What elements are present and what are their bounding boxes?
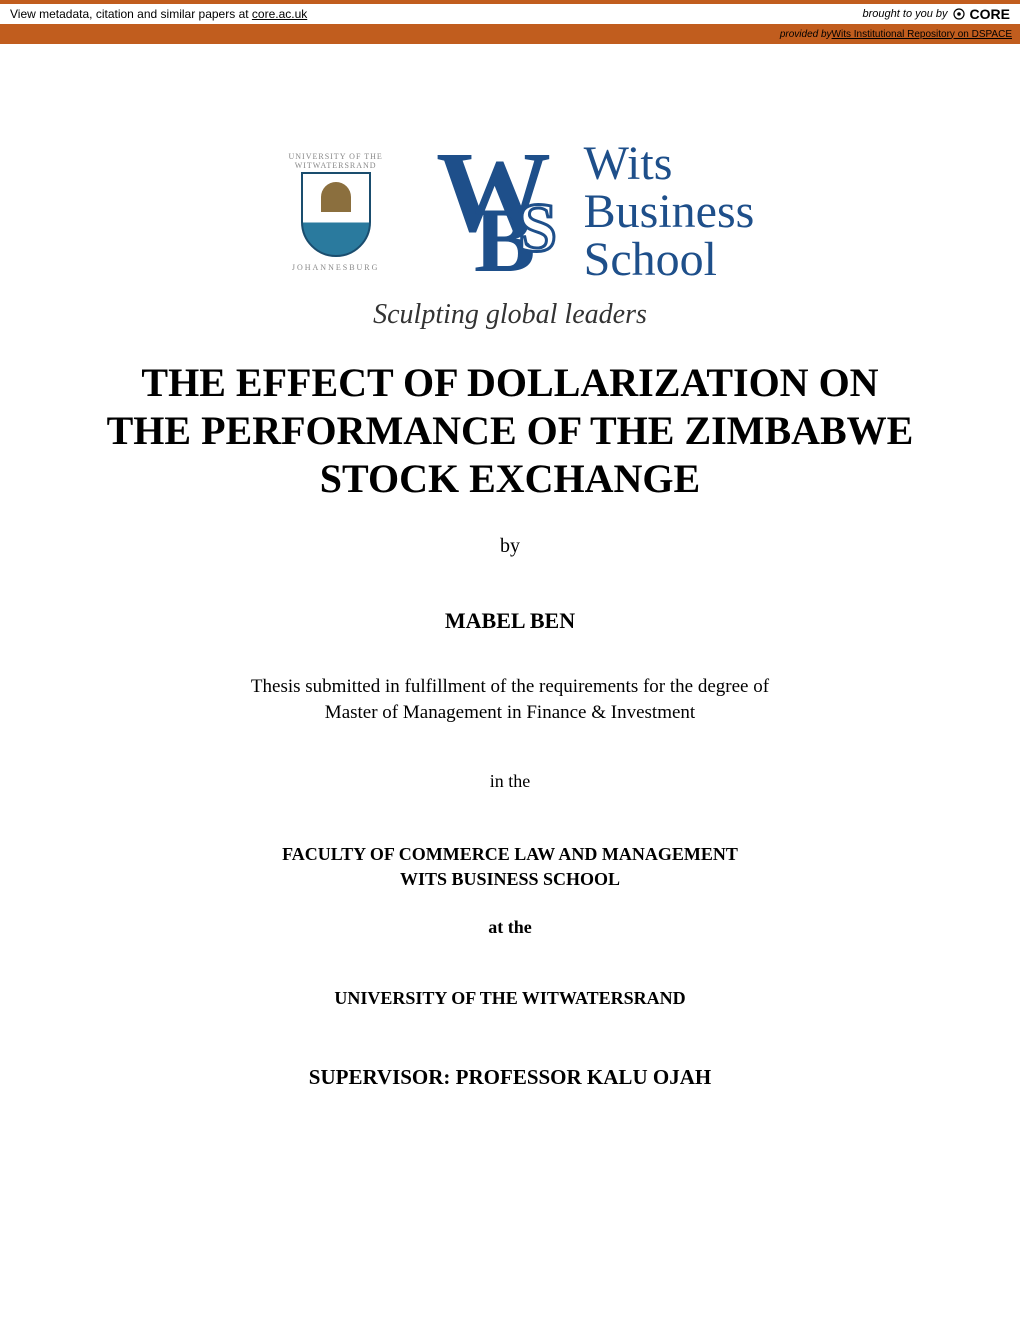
repository-link[interactable]: Wits Institutional Repository on DSPACE — [832, 29, 1012, 40]
banner-right-prefix: brought to you by — [863, 8, 948, 20]
core-icon — [952, 7, 966, 21]
at-the-label: at the — [100, 917, 920, 938]
wbs-line1: Wits — [584, 140, 755, 188]
provided-by-prefix: provided by — [780, 29, 832, 40]
in-the-label: in the — [100, 771, 920, 792]
banner-right: brought to you by CORE — [863, 6, 1010, 22]
thesis-description: Thesis submitted in fulfillment of the r… — [100, 674, 920, 725]
crest-top-text: UNIVERSITY OF THE WITWATERSRAND — [266, 152, 406, 170]
by-label: by — [100, 535, 920, 558]
wbs-line3: School — [584, 236, 755, 284]
university-name: UNIVERSITY OF THE WITWATERSRAND — [100, 988, 920, 1009]
banner-left-prefix: View metadata, citation and similar pape… — [10, 7, 252, 21]
core-link[interactable]: core.ac.uk — [252, 7, 307, 21]
thesis-title: THE EFFECT OF DOLLARIZATION ON THE PERFO… — [100, 359, 920, 503]
wbs-line2: Business — [584, 188, 755, 236]
logo-row: UNIVERSITY OF THE WITWATERSRAND JOHANNES… — [100, 134, 920, 289]
desc-line2: Master of Management in Finance & Invest… — [100, 700, 920, 726]
tagline: Sculpting global leaders — [100, 299, 920, 331]
supervisor-line: SUPERVISOR: PROFESSOR KALU OJAH — [100, 1065, 920, 1090]
svg-text:S: S — [518, 190, 554, 267]
wbs-logo: W B S Wits Business School — [436, 136, 755, 287]
crest-bottom-text: JOHANNESBURG — [292, 263, 380, 272]
core-banner-orange: provided by Wits Institutional Repositor… — [0, 24, 1020, 44]
faculty-line2: WITS BUSINESS SCHOOL — [100, 867, 920, 892]
desc-line1: Thesis submitted in fulfillment of the r… — [100, 674, 920, 700]
university-crest: UNIVERSITY OF THE WITWATERSRAND JOHANNES… — [266, 134, 406, 289]
wbs-mark: W B S — [436, 136, 566, 287]
faculty-block: FACULTY OF COMMERCE LAW AND MANAGEMENT W… — [100, 842, 920, 892]
core-brand: CORE — [970, 6, 1010, 22]
wbs-text: Wits Business School — [584, 140, 755, 284]
faculty-line1: FACULTY OF COMMERCE LAW AND MANAGEMENT — [100, 842, 920, 867]
author-name: MABEL BEN — [100, 608, 920, 634]
crest-shield-icon — [301, 172, 371, 257]
banner-left: View metadata, citation and similar pape… — [10, 7, 307, 21]
document-page: UNIVERSITY OF THE WITWATERSRAND JOHANNES… — [0, 44, 1020, 1150]
core-banner-top: View metadata, citation and similar pape… — [0, 0, 1020, 24]
